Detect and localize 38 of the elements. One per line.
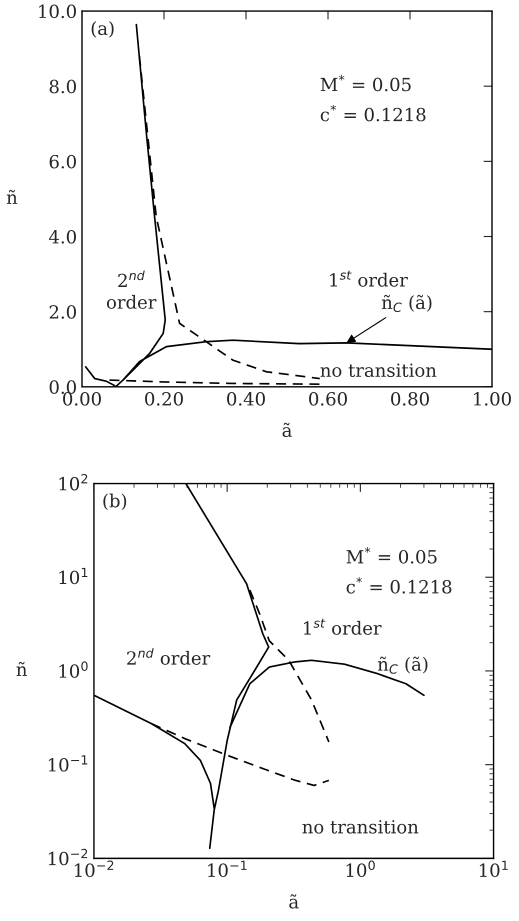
annotation: ñ$_{C}$ (ã) <box>378 656 428 674</box>
annotation: M$^{*}$ = 0.05 <box>320 74 411 92</box>
y-tick-label: 0.0 <box>50 380 76 394</box>
annotation: 1$^{st}$ order <box>330 270 408 287</box>
x-tick-label: 0.20 <box>145 392 183 406</box>
x-tick-label: 10$^{0}$ <box>346 860 375 878</box>
y-tick-label: 10$^{−1}$ <box>48 755 88 772</box>
annotation: 1$^{st}$ order <box>304 618 382 635</box>
x-tick-label: 0.00 <box>63 392 101 406</box>
x-tick-label: 1.00 <box>474 392 511 406</box>
x-tick-label: 10$^{−2}$ <box>74 860 114 878</box>
x-tick-label: 10$^{1}$ <box>480 860 508 878</box>
annotation: 2$^{nd}$ order <box>106 270 156 309</box>
x-tick-label: 0.60 <box>309 392 347 406</box>
x-tick-label: 10$^{−1}$ <box>208 860 247 878</box>
y-tick-label: 6.0 <box>50 154 76 168</box>
y-tick-label: 2.0 <box>50 305 76 319</box>
annotation: ñ$_{C}$ (ã) <box>382 294 432 312</box>
x-axis-title: ã <box>282 422 292 438</box>
y-axis-title: ñ <box>16 662 27 676</box>
x-tick-label: 0.40 <box>227 392 265 406</box>
y-tick-label: 10$^{2}$ <box>60 474 88 491</box>
annotation: (b) <box>103 494 126 510</box>
annotation: (a) <box>92 21 114 38</box>
y-axis-title: ñ <box>6 190 18 204</box>
annotation: 2$^{nd}$ order <box>127 648 210 665</box>
y-tick-label: 10$^{1}$ <box>60 568 88 584</box>
y-tick-label: 10$^{0}$ <box>60 661 88 678</box>
y-tick-label: 4.0 <box>48 230 76 244</box>
annotation: M$^{*}$ = 0.05 <box>346 547 437 564</box>
y-tick-label: 10.0 <box>39 4 76 18</box>
annotation: c$^{*}$ = 0.1218 <box>346 577 452 594</box>
annotation: no transition <box>302 820 418 834</box>
annotation: no transition <box>320 363 436 378</box>
annotation: c$^{*}$ = 0.1218 <box>320 104 426 122</box>
x-axis-title: ã <box>289 894 299 909</box>
y-tick-label: 8.0 <box>50 80 76 94</box>
x-tick-label: 0.80 <box>391 392 429 406</box>
